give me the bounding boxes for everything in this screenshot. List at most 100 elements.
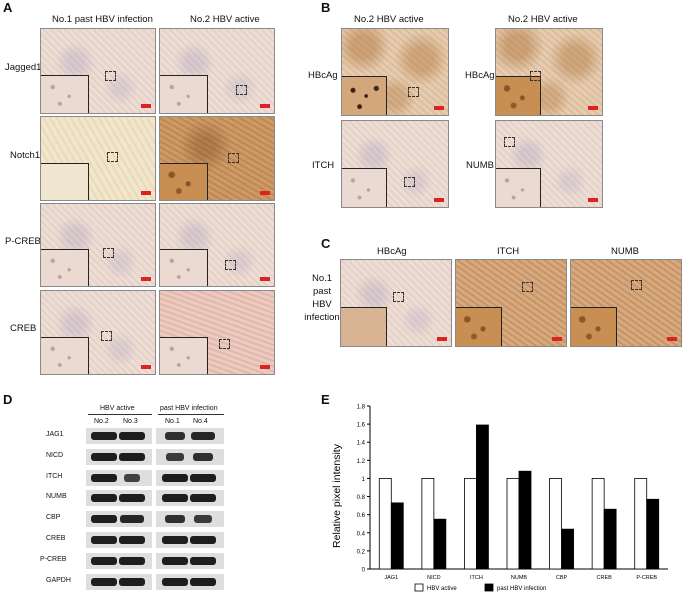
micrograph-b-hbcag-1 [341, 28, 449, 116]
blot-band [91, 473, 117, 482]
chart-bar-hbv-active [506, 478, 520, 570]
chart-bar-hbv-active [378, 478, 392, 570]
micrograph-jagged1-active [159, 28, 275, 114]
chart-bar-past-infection [476, 424, 489, 570]
micrograph-b-hbcag-2 [495, 28, 603, 116]
blot-label-p-creb: P-CREB [40, 555, 67, 563]
blot-group-line-active [88, 414, 152, 415]
blot-band [91, 536, 117, 544]
chart-y-tick-label: 0.2 [357, 549, 366, 555]
micrograph-b-numb [495, 120, 603, 208]
panel-b-label-itch: ITCH [312, 160, 335, 171]
panel-b-col-header-2: No.2 HBV active [508, 14, 578, 25]
chart-y-tick-label: 0 [362, 568, 366, 574]
blot-group-header-past: past HBV infection [160, 405, 218, 412]
chart-y-tick-label: 1.8 [357, 405, 366, 411]
panel-a-col-header-active: No.2 HBV active [190, 14, 260, 25]
micrograph-p-creb-active [159, 203, 275, 287]
chart-bar-hbv-active [421, 478, 435, 570]
chart-bar-hbv-active [634, 478, 648, 570]
blot-label-jag1: JAG1 [46, 431, 64, 438]
panel-label-c: C [321, 236, 331, 251]
chart-bar-past-infection [561, 528, 574, 570]
panel-label-d: D [3, 392, 13, 407]
panel-a-row-label-creb: CREB [10, 323, 37, 334]
blot-band [190, 577, 216, 586]
blot-band [190, 473, 216, 482]
blot-band [191, 432, 215, 440]
chart-y-axis-label: Relative pixel intensity [331, 443, 343, 548]
panel-a-row-label-jagged1: Jagged1 [5, 62, 42, 73]
panel-label-e: E [321, 392, 330, 407]
chart-y-tick-label: 1.4 [357, 441, 366, 447]
chart-y-tick-label: 1.6 [357, 423, 366, 429]
legend-label-past-infection: past HBV infection [497, 586, 546, 592]
blot-band [91, 432, 117, 440]
panel-a-col-header-past: No.1 past HBV infection [52, 14, 153, 25]
blot-band [192, 452, 214, 461]
micrograph-notch1-past [40, 116, 156, 201]
chart-bar-hbv-active [464, 478, 477, 570]
blot-band [119, 432, 145, 440]
blot-band [91, 452, 117, 461]
blot-band [119, 494, 145, 503]
blot-group-header-active: HBV active [100, 405, 135, 412]
chart-x-tick-label: NICD [427, 575, 440, 581]
micrograph-notch1-active [159, 116, 275, 201]
blot-band [162, 556, 188, 565]
micrograph-b-itch [341, 120, 449, 208]
blot-label-creb: CREB [46, 535, 66, 542]
blot-band [162, 473, 188, 482]
blot-label-gapdh: GAPDH [46, 576, 71, 584]
blot-band [164, 432, 186, 440]
panel-a-row-label-p-creb: P-CREB [5, 236, 41, 247]
panel-c-col-header-itch: ITCH [497, 246, 520, 257]
chart-x-tick-label: JAG1 [384, 575, 398, 581]
blot-band [165, 452, 185, 461]
panel-b-label-hbcag-1: HBcAg [308, 70, 338, 81]
blot-band [119, 536, 145, 544]
micrograph-creb-past [40, 290, 156, 375]
blot-label-nicd: NICD [46, 451, 64, 459]
blot-band [190, 536, 216, 544]
chart-y-tick-label: 0.4 [357, 531, 366, 537]
chart-bar-past-infection [390, 502, 404, 570]
panel-b-label-hbcag-2: HBcAg [465, 70, 495, 81]
micrograph-c-hbcag [340, 259, 452, 347]
blot-band [91, 515, 117, 524]
legend-swatch-hbv-active [414, 583, 424, 592]
blot-band [124, 473, 140, 482]
blot-band [164, 515, 186, 524]
chart-y-tick-label: 1.2 [357, 459, 366, 465]
panel-a-row-label-notch1: Notch1 [10, 150, 41, 161]
panel-b-label-numb: NUMB [466, 160, 494, 171]
chart-x-tick-label: CREB [597, 575, 613, 581]
chart-y-tick-label: 0.8 [357, 495, 366, 501]
legend-label-hbv-active: HBV active [427, 586, 457, 592]
chart-x-tick-label: CBP [556, 575, 568, 581]
blot-band [120, 515, 144, 524]
blot-label-cbp: CBP [46, 514, 61, 522]
micrograph-creb-active [159, 290, 275, 375]
panel-c-col-header-hbcag: HBcAg [377, 246, 407, 257]
bar-chart: Relative pixel intensity 0 0.2 0.4 0.6 0.8 1 1… [331, 405, 668, 592]
blot-lane-no3: No.3 [123, 418, 138, 425]
chart-x-tick-label: ITCH [470, 575, 483, 581]
chart-bar-hbv-active [591, 478, 605, 570]
chart-y-tick-label: 0.6 [357, 513, 366, 519]
blot-label-numb: NUMB [46, 493, 67, 501]
blot-band [190, 556, 216, 565]
micrograph-c-itch [455, 259, 567, 347]
legend-swatch-past-infection [484, 583, 494, 592]
panel-c-row-label: No.1 past HBV infection [304, 273, 340, 323]
blot-band [162, 536, 188, 544]
chart-x-tick-label: P-CREB [636, 575, 657, 581]
blot-group-line-past [158, 414, 224, 415]
blot-band [91, 577, 117, 586]
blot-band [119, 556, 145, 565]
blot-band [193, 515, 213, 524]
chart-x-tick-label: NUMB [511, 575, 528, 581]
panel-label-b: B [321, 0, 331, 15]
blot-lane-no4: No.4 [193, 418, 208, 425]
micrograph-p-creb-past [40, 203, 156, 287]
